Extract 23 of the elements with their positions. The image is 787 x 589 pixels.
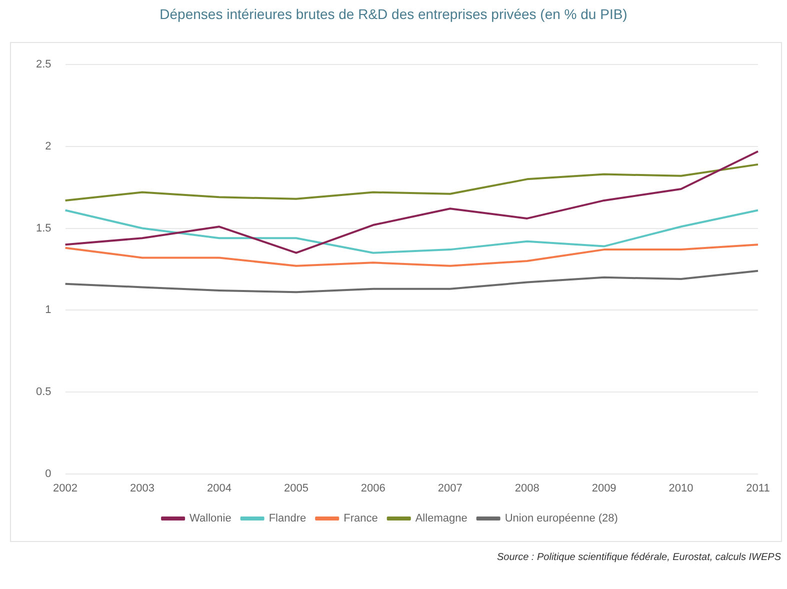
x-tick-label: 2007 [438, 482, 462, 494]
source-note: Source : Politique scientifique fédérale, Eurostat, calculs IWEPS [496, 552, 781, 563]
y-tick-label: 0 [45, 468, 52, 480]
legend-label: Wallonie [190, 512, 232, 525]
x-tick-label: 2003 [130, 482, 154, 494]
y-tick-label: 0.5 [36, 386, 52, 398]
x-tick-label: 2009 [592, 482, 616, 494]
x-tick-label: 2010 [668, 482, 694, 494]
x-tick-label: 2005 [284, 482, 308, 494]
x-tick-label: 2002 [53, 482, 78, 494]
legend-label: Flandre [268, 512, 306, 525]
x-tick-label: 2006 [360, 482, 386, 494]
y-tick-label: 2 [45, 140, 52, 152]
x-tick-label: 2011 [746, 482, 770, 494]
y-tick-label: 1.5 [36, 222, 52, 234]
x-tick-label: 2008 [514, 482, 540, 494]
legend-label: Union européenne (28) [504, 512, 618, 525]
legend-label: France [344, 512, 378, 525]
legend-label: Allemagne [415, 512, 468, 525]
x-tick-label: 2004 [206, 482, 232, 494]
y-tick-label: 1 [45, 304, 52, 316]
y-tick-label: 2.5 [36, 58, 52, 71]
chart-title: Dépenses intérieures brutes de R&D des entreprises privées (en % du PIB) [158, 6, 628, 22]
